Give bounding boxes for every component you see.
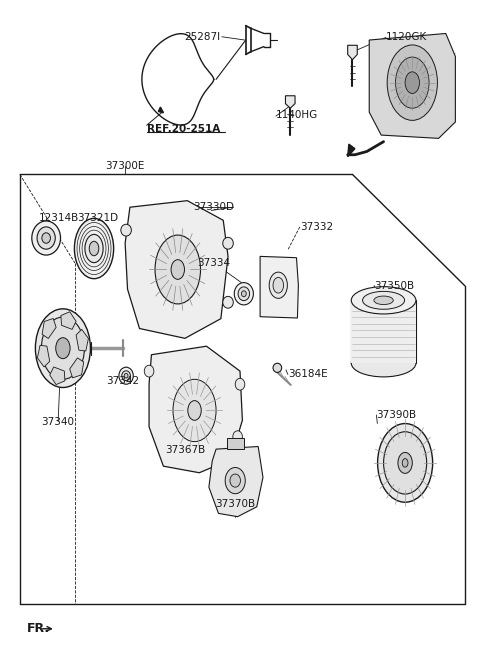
Ellipse shape xyxy=(273,277,284,293)
Ellipse shape xyxy=(405,72,420,93)
Bar xyxy=(351,300,416,363)
Ellipse shape xyxy=(124,373,128,378)
Ellipse shape xyxy=(351,286,416,314)
Ellipse shape xyxy=(121,224,132,236)
Polygon shape xyxy=(42,319,56,338)
Text: 37332: 37332 xyxy=(300,222,333,232)
Ellipse shape xyxy=(32,221,60,255)
Ellipse shape xyxy=(235,378,245,390)
Polygon shape xyxy=(209,447,263,516)
Polygon shape xyxy=(61,312,76,329)
Ellipse shape xyxy=(74,218,114,279)
Text: 37321D: 37321D xyxy=(77,214,119,223)
Ellipse shape xyxy=(89,241,99,256)
Polygon shape xyxy=(260,256,299,318)
Text: REF.20-251A: REF.20-251A xyxy=(147,124,220,133)
Text: 37367B: 37367B xyxy=(165,445,205,455)
Ellipse shape xyxy=(396,57,429,108)
Ellipse shape xyxy=(36,309,90,388)
Text: 37300E: 37300E xyxy=(106,161,145,171)
Ellipse shape xyxy=(241,291,246,297)
Text: 37342: 37342 xyxy=(106,376,139,386)
Ellipse shape xyxy=(173,379,216,442)
Ellipse shape xyxy=(85,235,103,263)
Text: 12314B: 12314B xyxy=(39,214,79,223)
Ellipse shape xyxy=(171,260,184,279)
Polygon shape xyxy=(227,438,244,449)
Ellipse shape xyxy=(41,317,84,379)
Ellipse shape xyxy=(223,237,233,249)
Ellipse shape xyxy=(238,287,250,301)
Ellipse shape xyxy=(273,363,282,373)
Text: 37390B: 37390B xyxy=(376,410,417,420)
Ellipse shape xyxy=(398,453,412,474)
Polygon shape xyxy=(286,96,295,108)
Ellipse shape xyxy=(56,338,70,359)
Ellipse shape xyxy=(233,431,242,443)
Ellipse shape xyxy=(234,283,253,305)
Polygon shape xyxy=(369,34,456,139)
Ellipse shape xyxy=(402,459,408,467)
Text: 37370B: 37370B xyxy=(215,499,255,509)
Ellipse shape xyxy=(269,272,288,298)
Text: 1140HG: 1140HG xyxy=(276,110,318,120)
Ellipse shape xyxy=(351,350,416,377)
Polygon shape xyxy=(125,200,228,338)
Text: 1120GK: 1120GK xyxy=(386,32,427,42)
Text: 37340: 37340 xyxy=(42,417,74,426)
Ellipse shape xyxy=(387,45,437,120)
Ellipse shape xyxy=(119,367,133,384)
Ellipse shape xyxy=(230,474,240,487)
Polygon shape xyxy=(158,107,163,113)
Ellipse shape xyxy=(223,296,233,308)
Text: 25287I: 25287I xyxy=(185,32,221,42)
Text: 36184E: 36184E xyxy=(288,369,327,379)
Text: 37330D: 37330D xyxy=(193,202,234,212)
Polygon shape xyxy=(50,367,65,384)
Ellipse shape xyxy=(42,233,50,243)
Ellipse shape xyxy=(374,296,393,305)
Polygon shape xyxy=(348,45,357,60)
Ellipse shape xyxy=(384,432,427,494)
Ellipse shape xyxy=(225,468,245,493)
Polygon shape xyxy=(70,358,84,378)
Ellipse shape xyxy=(37,227,55,249)
Ellipse shape xyxy=(122,371,131,380)
Ellipse shape xyxy=(188,401,201,420)
Ellipse shape xyxy=(155,235,201,304)
Polygon shape xyxy=(348,144,355,157)
Text: 37334: 37334 xyxy=(197,258,230,268)
Ellipse shape xyxy=(144,365,154,377)
Ellipse shape xyxy=(362,291,405,309)
Polygon shape xyxy=(149,346,242,473)
Text: FR.: FR. xyxy=(27,622,50,635)
Ellipse shape xyxy=(378,424,432,502)
Polygon shape xyxy=(37,346,50,367)
Text: 37350B: 37350B xyxy=(374,281,414,291)
Polygon shape xyxy=(76,329,88,351)
